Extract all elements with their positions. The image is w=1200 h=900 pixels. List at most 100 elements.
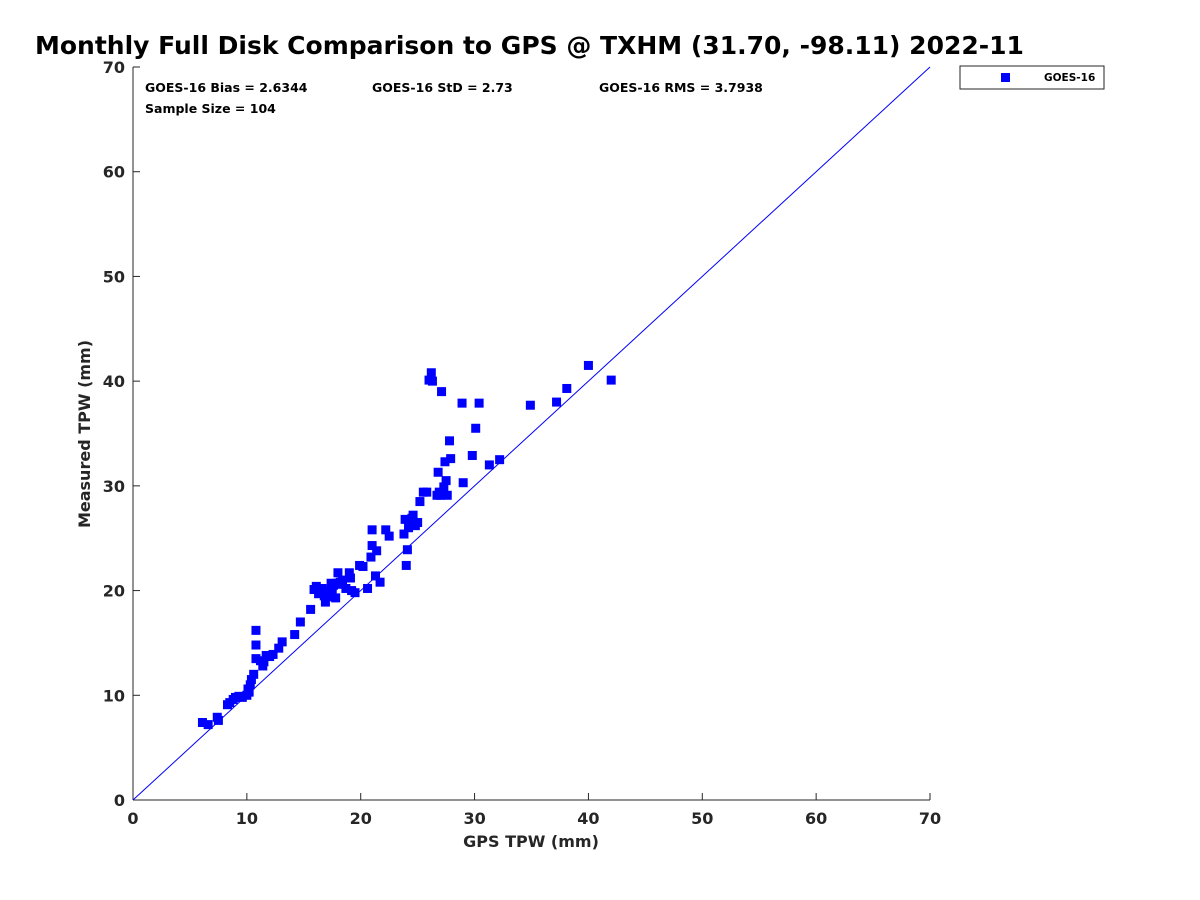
data-point <box>441 476 451 486</box>
data-point <box>495 455 505 465</box>
data-point <box>405 519 415 529</box>
data-point <box>333 568 343 578</box>
data-point <box>439 482 449 492</box>
data-point <box>367 541 377 551</box>
y-axis-label: Measured TPW (mm) <box>75 340 94 528</box>
data-point <box>426 368 436 378</box>
data-point <box>408 510 418 520</box>
data-point <box>457 398 467 408</box>
data-point <box>331 593 341 603</box>
data-point <box>437 387 447 397</box>
data-point <box>323 592 333 602</box>
data-point <box>401 560 411 570</box>
data-point <box>484 460 494 470</box>
legend-label: GOES-16 <box>1044 72 1095 84</box>
x-ticks: 0 10 20 30 40 50 60 70 <box>127 793 941 828</box>
y-tick-label: 70 <box>103 58 125 77</box>
data-point <box>251 625 261 635</box>
x-tick-label: 0 <box>127 809 138 828</box>
data-point <box>213 715 223 725</box>
data-point <box>344 568 354 578</box>
data-points <box>197 360 616 730</box>
y-ticks: 0 10 20 30 40 50 60 70 <box>103 58 140 810</box>
data-point <box>295 617 305 627</box>
legend-box <box>959 65 1105 90</box>
y-tick-label: 60 <box>103 163 125 182</box>
std-stat: GOES-16 StD = 2.73 <box>372 80 513 95</box>
data-point <box>427 376 437 386</box>
data-point <box>251 654 261 664</box>
y-tick-label: 40 <box>103 372 125 391</box>
data-point <box>306 604 316 614</box>
sample-size-stat: Sample Size = 104 <box>145 101 276 116</box>
data-point <box>375 577 385 587</box>
data-point <box>446 454 456 464</box>
data-point <box>358 561 368 571</box>
one-to-one-reference-line <box>132 66 931 801</box>
data-point <box>277 637 287 647</box>
data-point <box>249 669 259 679</box>
data-point <box>366 552 376 562</box>
y-tick-label: 10 <box>103 686 125 705</box>
data-point <box>562 383 572 393</box>
data-point <box>442 490 452 500</box>
data-point <box>244 687 254 697</box>
x-tick-label: 50 <box>691 809 713 828</box>
y-tick-label: 50 <box>103 267 125 286</box>
data-point <box>268 649 278 659</box>
data-point <box>311 581 321 591</box>
bias-stat: GOES-16 Bias = 2.6344 <box>145 80 308 95</box>
data-point <box>413 518 423 528</box>
y-tick-label: 30 <box>103 477 125 496</box>
data-point <box>525 400 535 410</box>
x-axis-label: GPS TPW (mm) <box>463 832 599 851</box>
data-point <box>345 573 355 583</box>
data-point <box>471 423 481 433</box>
data-point <box>363 583 373 593</box>
y-tick-label: 0 <box>114 791 125 810</box>
data-point <box>245 680 255 690</box>
data-point <box>399 529 409 539</box>
data-point <box>290 630 300 640</box>
x-tick-label: 70 <box>919 809 941 828</box>
data-point <box>274 643 284 653</box>
data-point <box>372 546 382 556</box>
data-point <box>422 487 432 497</box>
legend: GOES-16 <box>959 65 1105 90</box>
data-point <box>371 571 381 581</box>
axes <box>132 67 930 801</box>
data-point <box>341 583 351 593</box>
x-tick-label: 30 <box>463 809 485 828</box>
data-point <box>400 514 410 524</box>
x-tick-label: 60 <box>805 809 827 828</box>
data-point <box>606 375 616 385</box>
data-point <box>203 720 213 730</box>
data-point <box>317 583 327 593</box>
data-point <box>327 588 337 598</box>
data-point <box>583 360 593 370</box>
data-point <box>415 497 425 507</box>
data-point <box>433 467 443 477</box>
data-point <box>384 531 394 541</box>
data-point <box>367 525 377 535</box>
x-tick-label: 10 <box>236 809 258 828</box>
data-point <box>320 597 330 607</box>
data-point <box>435 490 445 500</box>
data-point <box>445 436 455 446</box>
data-point <box>259 657 269 667</box>
data-point <box>237 692 247 702</box>
data-point <box>246 675 256 685</box>
data-point <box>337 575 347 585</box>
legend-marker <box>1001 73 1010 82</box>
data-point <box>197 718 207 728</box>
rms-stat: GOES-16 RMS = 3.7938 <box>599 80 763 95</box>
data-point <box>474 398 484 408</box>
x-tick-label: 40 <box>577 809 599 828</box>
data-point <box>402 545 412 555</box>
y-tick-label: 20 <box>103 582 125 601</box>
data-point <box>467 450 477 460</box>
data-point <box>251 640 261 650</box>
x-tick-label: 20 <box>350 809 372 828</box>
data-point <box>458 478 468 488</box>
